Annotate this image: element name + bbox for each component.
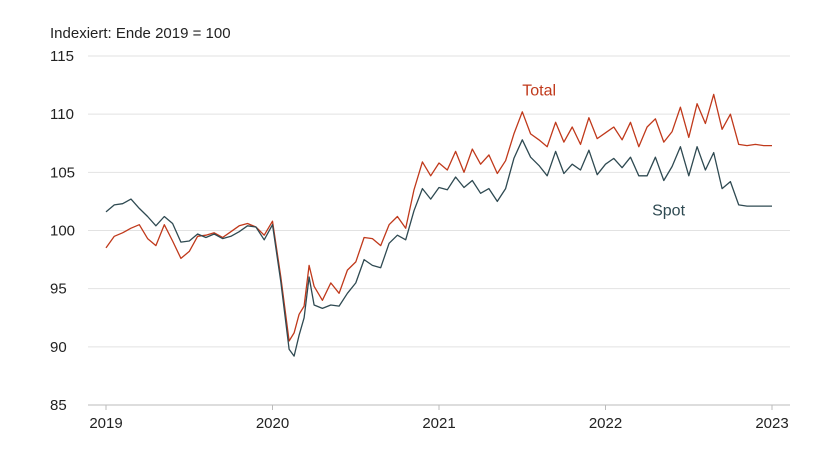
series-label-spot: Spot — [652, 202, 685, 219]
y-tick-label: 105 — [50, 164, 75, 181]
x-tick-label: 2021 — [422, 415, 455, 432]
y-tick-label: 115 — [50, 48, 74, 65]
y-axis-tick-labels: 85 90 95 100 105 110 115 — [50, 48, 75, 414]
series-line-total — [105, 93, 772, 342]
x-axis-tick-labels: 2019 2020 2021 2022 2023 — [89, 415, 788, 432]
x-tick-label: 2023 — [755, 415, 788, 432]
x-tick-label: 2020 — [256, 415, 289, 432]
series-label-total: Total — [522, 83, 556, 100]
y-tick-label: 95 — [50, 281, 67, 298]
x-tick-label: 2019 — [89, 415, 122, 432]
series-lines — [105, 93, 772, 357]
series-line-spot — [105, 139, 772, 357]
unit-label: Indexiert: Ende 2019 = 100 — [50, 25, 231, 42]
y-tick-label: 90 — [50, 339, 67, 356]
y-tick-label: 100 — [50, 223, 75, 240]
y-tick-label: 85 — [50, 397, 67, 414]
grid-lines — [88, 55, 790, 410]
series-labels: Total Spot — [522, 83, 685, 220]
x-tick-label: 2022 — [589, 415, 622, 432]
y-tick-label: 110 — [50, 106, 74, 123]
